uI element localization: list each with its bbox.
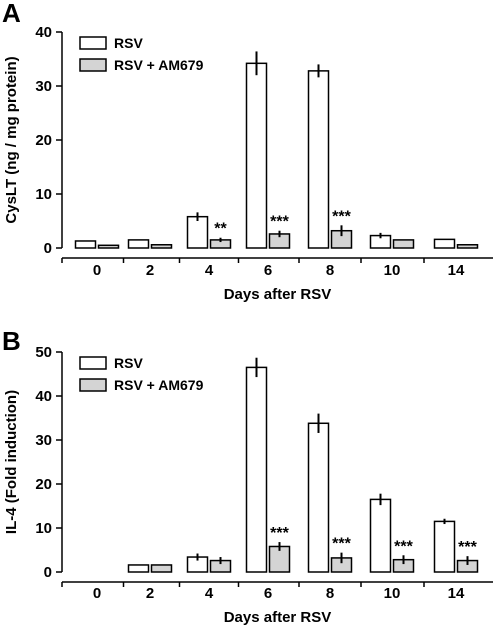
legend-swatch-rsv bbox=[79, 356, 107, 370]
bar-rsv bbox=[245, 62, 268, 249]
y-tick-label: 50 bbox=[35, 344, 52, 361]
panel-b-chart: B 0 10 20 30 40 50 0 2 4 6 8 10 14 Days after RSV IL-4 … bbox=[2, 326, 493, 626]
y-tick-label: 30 bbox=[35, 432, 52, 449]
legend-label: RSV + AM679 bbox=[114, 57, 204, 73]
bar-rsv-am679 bbox=[456, 244, 479, 249]
bar-rsv bbox=[433, 520, 456, 573]
x-tick-label: 0 bbox=[93, 262, 101, 279]
bar-rsv-am679 bbox=[97, 244, 120, 249]
legend-label: RSV + AM679 bbox=[114, 377, 204, 393]
y-tick-label: 40 bbox=[35, 388, 52, 405]
x-tick-label: 6 bbox=[264, 262, 272, 279]
y-tick-label: 0 bbox=[44, 240, 52, 257]
x-tick-label: 4 bbox=[205, 262, 214, 279]
x-tick-label: 14 bbox=[448, 262, 465, 279]
legend-swatch-rsv-am679 bbox=[79, 58, 107, 72]
bar-rsv bbox=[74, 240, 97, 249]
x-tick-label: 6 bbox=[264, 585, 272, 602]
panel-letter: A bbox=[2, 0, 21, 28]
x-tick-label: 8 bbox=[326, 585, 334, 602]
y-axis-label: IL-4 (Fold induction) bbox=[3, 390, 20, 534]
y-tick-label: 10 bbox=[35, 520, 52, 537]
legend-swatch-rsv bbox=[79, 36, 107, 50]
x-tick-label: 10 bbox=[384, 262, 401, 279]
bar-rsv bbox=[127, 239, 150, 249]
significance-marker: *** bbox=[332, 208, 351, 225]
significance-marker: ** bbox=[214, 221, 227, 238]
x-tick-label: 10 bbox=[384, 585, 401, 602]
bar-rsv-am679 bbox=[392, 239, 415, 249]
significance-marker: *** bbox=[394, 538, 413, 555]
bar-rsv bbox=[433, 238, 456, 249]
x-tick-label: 2 bbox=[146, 585, 154, 602]
x-tick-label: 14 bbox=[448, 585, 465, 602]
y-tick-label: 20 bbox=[35, 132, 52, 149]
x-axis-label: Days after RSV bbox=[224, 286, 332, 303]
significance-marker: *** bbox=[458, 539, 477, 556]
x-tick-label: 0 bbox=[93, 585, 101, 602]
legend-label: RSV bbox=[114, 35, 143, 51]
significance-marker: *** bbox=[332, 536, 351, 553]
y-tick-label: 40 bbox=[35, 24, 52, 41]
bar-rsv-am679 bbox=[150, 244, 173, 249]
bar-rsv bbox=[127, 564, 150, 573]
legend-swatch-rsv-am679 bbox=[79, 378, 107, 392]
y-axis-label: CysLT (ng / mg protein) bbox=[3, 56, 20, 223]
bar-rsv bbox=[245, 366, 268, 573]
x-tick-label: 8 bbox=[326, 262, 334, 279]
bar-rsv bbox=[369, 498, 392, 573]
bar-rsv bbox=[307, 70, 330, 249]
y-tick-label: 0 bbox=[44, 564, 52, 581]
y-tick-label: 10 bbox=[35, 186, 52, 203]
legend-label: RSV bbox=[114, 355, 143, 371]
y-tick-label: 20 bbox=[35, 476, 52, 493]
bar-rsv bbox=[307, 422, 330, 573]
x-axis-label: Days after RSV bbox=[224, 609, 332, 626]
panel-letter: B bbox=[2, 326, 21, 356]
bar-rsv-am679 bbox=[150, 564, 173, 573]
significance-marker: *** bbox=[270, 525, 289, 542]
x-tick-label: 2 bbox=[146, 262, 154, 279]
y-tick-label: 30 bbox=[35, 78, 52, 95]
x-tick-label: 4 bbox=[205, 585, 214, 602]
significance-marker: *** bbox=[270, 214, 289, 231]
bar-rsv bbox=[186, 215, 209, 249]
panel-a-chart: A 0 10 20 30 40 0 2 4 6 8 10 14 Days after RSV CysLT (… bbox=[2, 0, 493, 303]
